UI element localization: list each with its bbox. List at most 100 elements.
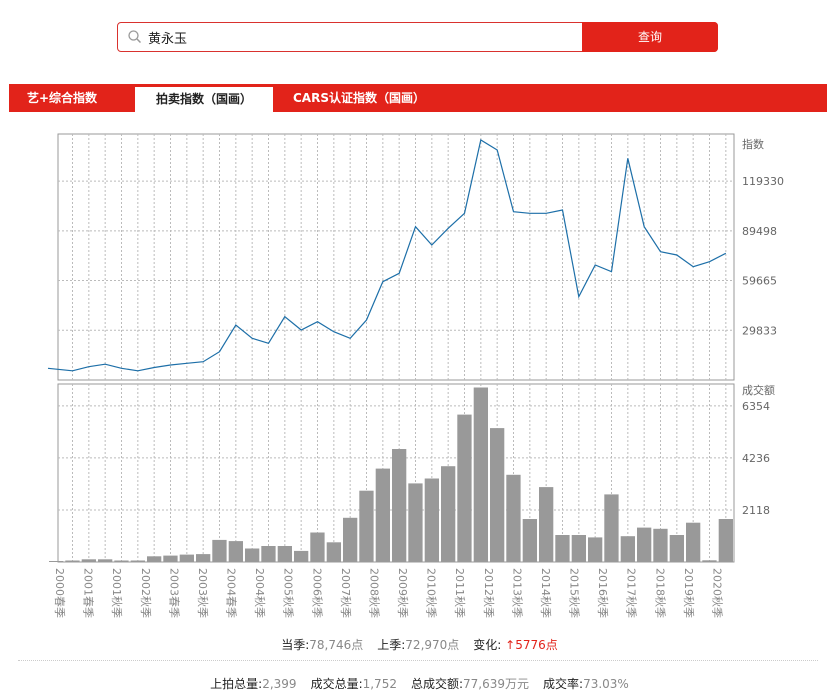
x-tick-label: 2000春季 [53, 568, 66, 618]
volume-bar [686, 522, 701, 562]
volume-bar [408, 483, 423, 562]
volume-bar [196, 554, 211, 562]
volume-bar [653, 528, 668, 562]
x-tick-label: 2011秋季 [453, 568, 467, 618]
volume-bar [555, 535, 570, 562]
rate-value: 73.03% [583, 677, 629, 691]
volume-bar [539, 487, 554, 562]
y-tick-label-top: 119330 [742, 175, 784, 188]
tab-composite-index[interactable]: 艺+综合指数 [27, 91, 98, 105]
bar-panel-frame [57, 383, 735, 563]
volume-bar [392, 449, 407, 562]
volume-bar [359, 490, 374, 562]
volume-bar [424, 478, 439, 562]
y-tick-label-top: 29833 [742, 324, 777, 337]
search-input[interactable] [148, 27, 588, 47]
volume-bar [588, 537, 603, 562]
tab-bar: 艺+综合指数 拍卖指数（国画） CARS认证指数（国画） [9, 84, 827, 115]
volume-bar [343, 517, 358, 562]
volume-bar [326, 542, 341, 562]
current-label: 当季: [281, 638, 310, 652]
y-tick-label-bottom: 6354 [742, 400, 770, 413]
arrow-up-icon: ↑ [505, 638, 516, 652]
current-value: 78,746点 [309, 638, 364, 652]
sold-label: 成交总量: [310, 677, 363, 691]
volume-bar [81, 559, 96, 562]
volume-bar [147, 556, 162, 562]
x-tick-label: 2007秋季 [339, 568, 353, 618]
volume-bar [163, 555, 178, 562]
lots-value: 2,399 [262, 677, 297, 691]
volume-bar [212, 539, 227, 562]
x-tick-label: 2004春季 [225, 568, 238, 618]
volume-bar [702, 560, 717, 562]
y-tick-label-bottom: 2118 [742, 504, 770, 517]
x-tick-label: 2012秋季 [482, 568, 496, 618]
x-tick-label: 2006秋季 [310, 568, 324, 618]
y-axis-title-bottom: 成交额 [742, 383, 775, 397]
x-tick-label: 2016秋季 [596, 568, 610, 618]
divider [18, 660, 818, 661]
volume-bar [310, 532, 325, 562]
search-icon [128, 30, 141, 43]
search-button[interactable]: 查询 [582, 22, 718, 52]
change-value: 5776点 [515, 638, 558, 652]
x-tick-label: 2017秋季 [625, 568, 639, 618]
x-tick-label: 2004秋季 [253, 568, 267, 618]
y-tick-label-top: 59665 [742, 275, 777, 288]
x-tick-label: 2018秋季 [653, 568, 667, 618]
volume-bar [490, 428, 505, 562]
volume-bar [277, 546, 292, 562]
stats-summary: 当季:78,746点 上季:72,970点 变化: ↑5776点 [0, 636, 839, 653]
volume-bar [179, 554, 194, 562]
lots-label: 上拍总量: [210, 677, 263, 691]
x-tick-label: 2013秋季 [510, 568, 524, 618]
x-tick-label: 2008秋季 [367, 568, 381, 618]
stats-totals: 上拍总量:2,399 成交总量:1,752 总成交额:77,639万元 成交率:73.… [0, 675, 839, 692]
previous-label: 上季: [377, 638, 406, 652]
y-tick-label-top: 89498 [742, 225, 777, 238]
volume-bar [571, 535, 586, 562]
volume-bar [228, 541, 243, 562]
line-panel-frame [57, 133, 735, 381]
volume-bar [473, 387, 488, 562]
index-line [47, 139, 727, 372]
y-tick-label-bottom: 4236 [742, 452, 770, 465]
x-tick-label: 2019秋季 [682, 568, 696, 618]
change-label: 变化: [473, 638, 502, 652]
volume-bar [375, 468, 390, 562]
y-axis-title-top: 指数 [742, 137, 764, 151]
volume-bar [98, 559, 113, 562]
volume-bar [130, 560, 145, 562]
volume-bar [65, 560, 80, 562]
x-tick-label: 2015秋季 [568, 568, 582, 618]
x-tick-label: 2014秋季 [539, 568, 553, 618]
volume-bar [718, 519, 733, 562]
sold-value: 1,752 [362, 677, 397, 691]
volume-bar [245, 548, 260, 562]
volume-bar [294, 550, 309, 562]
x-tick-label: 2020秋季 [710, 568, 724, 618]
turnover-value: 77,639万元 [463, 677, 530, 691]
x-tick-label: 2010秋季 [425, 568, 439, 618]
volume-bar [669, 535, 684, 562]
tab-auction-index[interactable]: 拍卖指数（国画） [135, 87, 273, 115]
volume-bar [441, 466, 456, 562]
previous-value: 72,970点 [405, 638, 460, 652]
volume-bar [261, 546, 276, 562]
volume-bar [620, 536, 635, 562]
volume-bar [637, 527, 652, 562]
x-tick-label: 2009秋季 [396, 568, 410, 618]
x-tick-label: 2001春季 [82, 568, 95, 618]
x-tick-label: 2002秋季 [139, 568, 153, 618]
tab-cars-index[interactable]: CARS认证指数（国画） [293, 91, 425, 105]
search-bar: 查询 [117, 22, 718, 52]
turnover-label: 总成交额: [410, 677, 464, 691]
x-tick-label: 2003秋季 [196, 568, 210, 618]
x-tick-label: 2003春季 [167, 568, 180, 618]
volume-bar [114, 560, 129, 562]
x-tick-label: 2001秋季 [110, 568, 124, 618]
volume-bar [522, 519, 537, 562]
volume-bar [506, 474, 521, 562]
x-tick-label: 2005秋季 [282, 568, 296, 618]
